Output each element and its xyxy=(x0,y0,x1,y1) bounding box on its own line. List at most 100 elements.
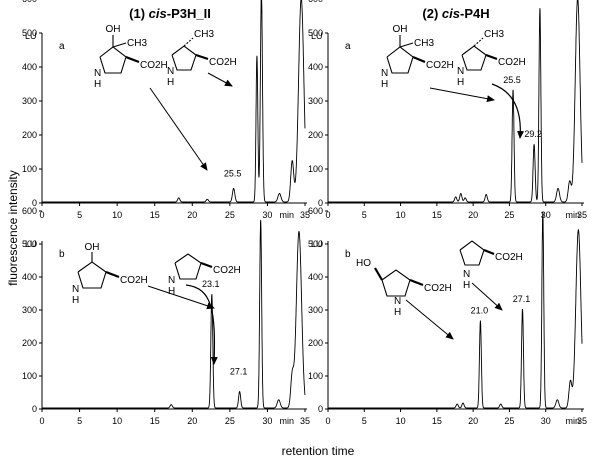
y-unit-label: LU xyxy=(25,31,37,41)
y-tick-label: 0 xyxy=(318,198,323,208)
y-tick-label: 100 xyxy=(22,371,37,381)
x-unit-label: min xyxy=(279,210,294,220)
peak-annotation-label: 21.0 xyxy=(471,306,489,316)
structure-3-hydroxyproline: OH CO2H N H xyxy=(72,242,148,306)
y-tick-label: 200 xyxy=(308,130,323,140)
x-unit-label: min xyxy=(279,416,294,426)
structure-group-2a: OH CH3 CO2H N H CH3 CO2H N H xyxy=(381,24,526,139)
x-tick-label: 10 xyxy=(396,416,406,426)
y-tick-label: 200 xyxy=(308,338,323,348)
x-tick-label: 20 xyxy=(187,210,197,220)
y-tick-label: 600 xyxy=(308,0,323,4)
x-tick-label: 10 xyxy=(396,210,406,220)
y-tick-label: 0 xyxy=(32,198,37,208)
x-tick-label: 15 xyxy=(432,210,442,220)
svg-text:CO2H: CO2H xyxy=(424,283,452,294)
y-tick-label: 400 xyxy=(308,272,323,282)
x-tick-label: 20 xyxy=(468,416,478,426)
y-axis-title: fluorescence intensity xyxy=(6,170,20,285)
svg-text:N: N xyxy=(94,68,101,79)
x-tick-label: 35 xyxy=(577,210,587,220)
svg-text:H: H xyxy=(457,77,464,88)
x-tick-label: 15 xyxy=(150,416,160,426)
y-tick-label: 300 xyxy=(22,96,37,106)
svg-text:N: N xyxy=(381,68,388,79)
y-tick-label: 500 xyxy=(308,239,323,249)
chromatogram-trace xyxy=(42,219,306,409)
chromatogram-trace xyxy=(328,0,583,203)
svg-text:CH3: CH3 xyxy=(194,29,214,40)
y-tick-label: 300 xyxy=(308,305,323,315)
svg-text:CO2H: CO2H xyxy=(495,252,523,263)
x-unit-label: min xyxy=(565,416,580,426)
panel-letter: a xyxy=(59,41,65,52)
peak-annotation-label: 27.1 xyxy=(230,367,248,377)
structure-proline: CO2H N H xyxy=(168,253,241,297)
y-tick-label: 0 xyxy=(318,404,323,414)
panel-letter: b xyxy=(59,249,65,260)
x-tick-label: 30 xyxy=(541,416,551,426)
structure-3-methyl-3-hydroxyproline: OH CH3 CO2H N H xyxy=(381,24,454,90)
structure-group-1b: OH CO2H N H CO2H N H xyxy=(72,242,241,365)
y-tick-label: 500 xyxy=(22,28,37,38)
x-tick-label: 0 xyxy=(325,416,330,426)
y-unit-label: LU xyxy=(311,31,323,41)
svg-text:N: N xyxy=(394,296,401,307)
x-tick-label: 10 xyxy=(112,210,122,220)
svg-text:H: H xyxy=(167,77,174,88)
y-unit-label: LU xyxy=(311,239,323,249)
x-tick-label: 5 xyxy=(77,416,82,426)
x-tick-label: 10 xyxy=(112,416,122,426)
x-tick-label: 20 xyxy=(187,416,197,426)
y-tick-label: 100 xyxy=(308,371,323,381)
peak-annotation-label: 25.5 xyxy=(503,75,521,85)
x-tick-label: 35 xyxy=(300,416,310,426)
peak-annotation-label: 27.1 xyxy=(513,294,531,304)
chromatogram-trace xyxy=(42,0,306,203)
svg-text:N: N xyxy=(168,275,175,286)
panel-letter: a xyxy=(345,41,351,52)
y-tick-label: 100 xyxy=(22,164,37,174)
structure-3-methylproline: CH3 CO2H N H xyxy=(457,29,526,88)
svg-text:CO2H: CO2H xyxy=(140,60,168,71)
svg-text:H: H xyxy=(381,79,388,90)
svg-text:H: H xyxy=(168,286,175,297)
structure-4-hydroxyproline: HO CO2H N H xyxy=(356,258,452,318)
x-tick-label: 35 xyxy=(577,416,587,426)
y-tick-label: 200 xyxy=(22,130,37,140)
svg-text:N: N xyxy=(167,66,174,77)
x-tick-label: 30 xyxy=(541,210,551,220)
x-axis-title: retention time xyxy=(282,444,355,458)
structure-group-1a: OH CH3 CO2H N H CH3 CO2H N H xyxy=(94,24,237,171)
y-tick-label: 600 xyxy=(308,206,323,216)
x-tick-label: 15 xyxy=(432,416,442,426)
svg-text:CO2H: CO2H xyxy=(213,265,241,276)
y-tick-label: 500 xyxy=(22,239,37,249)
x-tick-label: 25 xyxy=(225,210,235,220)
svg-text:OH: OH xyxy=(85,242,100,253)
svg-text:OH: OH xyxy=(106,24,121,35)
x-tick-label: 20 xyxy=(468,210,478,220)
structure-3-methylproline: CH3 CO2H N H xyxy=(167,29,237,88)
y-tick-label: 300 xyxy=(22,305,37,315)
title-panel-1: (1) cis-P3H_II xyxy=(129,6,211,21)
y-tick-label: 500 xyxy=(308,28,323,38)
y-tick-label: 200 xyxy=(22,338,37,348)
svg-text:H: H xyxy=(394,307,401,318)
y-tick-label: 400 xyxy=(22,272,37,282)
svg-text:N: N xyxy=(463,269,470,280)
svg-text:N: N xyxy=(72,284,79,295)
svg-text:HO: HO xyxy=(356,258,371,269)
x-tick-label: 25 xyxy=(504,416,514,426)
x-tick-label: 0 xyxy=(39,210,44,220)
svg-text:CO2H: CO2H xyxy=(426,60,454,71)
svg-text:CH3: CH3 xyxy=(127,38,147,49)
y-tick-label: 100 xyxy=(308,164,323,174)
structure-3-methyl-3-hydroxyproline: OH CH3 CO2H N H xyxy=(94,24,168,90)
y-unit-label: LU xyxy=(25,239,37,249)
x-tick-label: 5 xyxy=(362,416,367,426)
svg-text:CO2H: CO2H xyxy=(209,57,237,68)
chromatogram-panel-2a: 010020030040050060005101520253035LUmina2… xyxy=(308,0,587,220)
